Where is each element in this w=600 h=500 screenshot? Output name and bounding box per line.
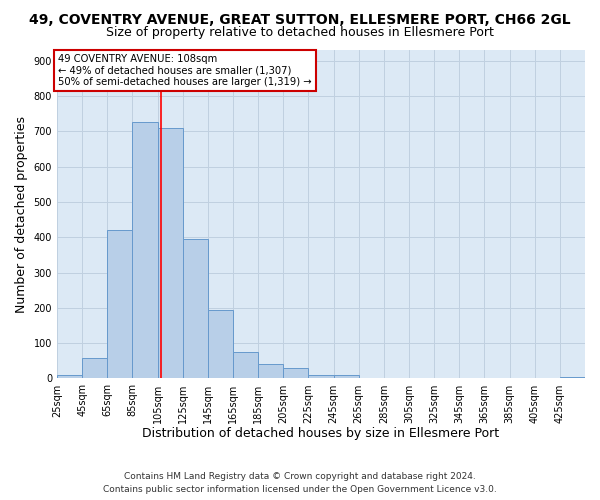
Bar <box>133 122 158 378</box>
Bar <box>258 364 283 378</box>
Bar <box>82 358 107 378</box>
Y-axis label: Number of detached properties: Number of detached properties <box>15 116 28 312</box>
Bar <box>233 352 258 378</box>
X-axis label: Distribution of detached houses by size in Ellesmere Port: Distribution of detached houses by size … <box>142 427 500 440</box>
Bar <box>283 368 308 378</box>
Bar <box>158 128 182 378</box>
Text: 49 COVENTRY AVENUE: 108sqm
← 49% of detached houses are smaller (1,307)
50% of s: 49 COVENTRY AVENUE: 108sqm ← 49% of deta… <box>58 54 312 86</box>
Bar <box>560 376 585 378</box>
Bar <box>107 230 133 378</box>
Text: Contains HM Land Registry data © Crown copyright and database right 2024.
Contai: Contains HM Land Registry data © Crown c… <box>103 472 497 494</box>
Bar <box>334 375 359 378</box>
Bar <box>182 239 208 378</box>
Text: 49, COVENTRY AVENUE, GREAT SUTTON, ELLESMERE PORT, CH66 2GL: 49, COVENTRY AVENUE, GREAT SUTTON, ELLES… <box>29 12 571 26</box>
Text: Size of property relative to detached houses in Ellesmere Port: Size of property relative to detached ho… <box>106 26 494 39</box>
Bar <box>208 310 233 378</box>
Bar <box>308 375 334 378</box>
Bar <box>57 375 82 378</box>
